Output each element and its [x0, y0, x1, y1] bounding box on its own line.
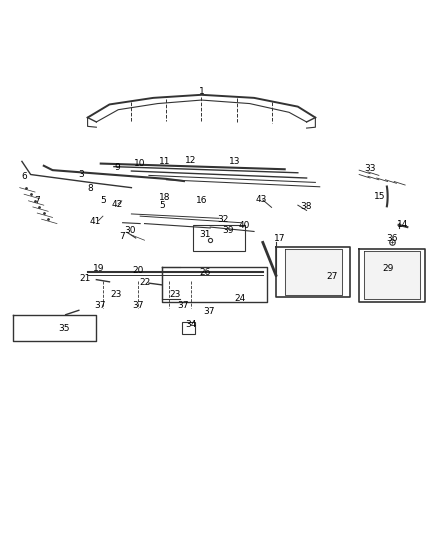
Text: 22: 22: [139, 278, 150, 287]
Text: 24: 24: [234, 294, 246, 303]
Text: 21: 21: [80, 274, 91, 283]
Text: 5: 5: [159, 201, 165, 209]
Text: 39: 39: [222, 225, 233, 235]
Text: 32: 32: [217, 215, 228, 224]
Text: 23: 23: [110, 289, 122, 298]
Text: 37: 37: [132, 301, 144, 310]
Text: 8: 8: [87, 184, 93, 193]
Polygon shape: [364, 251, 420, 300]
Text: 30: 30: [125, 226, 136, 235]
Text: 3: 3: [78, 170, 84, 179]
Text: 37: 37: [94, 301, 106, 310]
Polygon shape: [285, 249, 342, 295]
Text: 17: 17: [274, 233, 285, 243]
Text: 19: 19: [93, 264, 104, 273]
Text: 15: 15: [374, 192, 386, 201]
Text: 40: 40: [239, 221, 250, 230]
Text: 34: 34: [186, 320, 197, 329]
Text: 14: 14: [397, 220, 409, 229]
Text: 33: 33: [364, 164, 376, 173]
Text: 12: 12: [185, 156, 196, 165]
Text: 37: 37: [204, 307, 215, 316]
Text: 41: 41: [90, 217, 101, 226]
Text: 1: 1: [198, 87, 205, 96]
Bar: [182, 322, 195, 334]
Text: 6: 6: [21, 172, 27, 181]
Text: 23: 23: [170, 289, 181, 298]
Text: 38: 38: [300, 201, 311, 211]
Text: 5: 5: [100, 196, 106, 205]
Text: 29: 29: [382, 264, 393, 273]
Bar: [193, 225, 245, 251]
Text: 42: 42: [112, 200, 123, 209]
Text: 18: 18: [159, 193, 170, 202]
Text: 37: 37: [177, 301, 189, 310]
Text: 20: 20: [132, 266, 144, 276]
Text: 26: 26: [199, 268, 211, 277]
Text: 13: 13: [229, 157, 240, 166]
Text: 43: 43: [256, 195, 267, 204]
Text: 10: 10: [134, 159, 145, 168]
Text: 7: 7: [34, 196, 40, 205]
Text: 11: 11: [159, 157, 170, 166]
Text: 9: 9: [114, 164, 120, 173]
Text: 27: 27: [326, 272, 338, 281]
Text: 35: 35: [59, 324, 70, 333]
Text: 16: 16: [196, 196, 207, 205]
Text: 7: 7: [119, 232, 125, 241]
Text: 36: 36: [386, 235, 398, 244]
Text: 31: 31: [199, 230, 211, 239]
